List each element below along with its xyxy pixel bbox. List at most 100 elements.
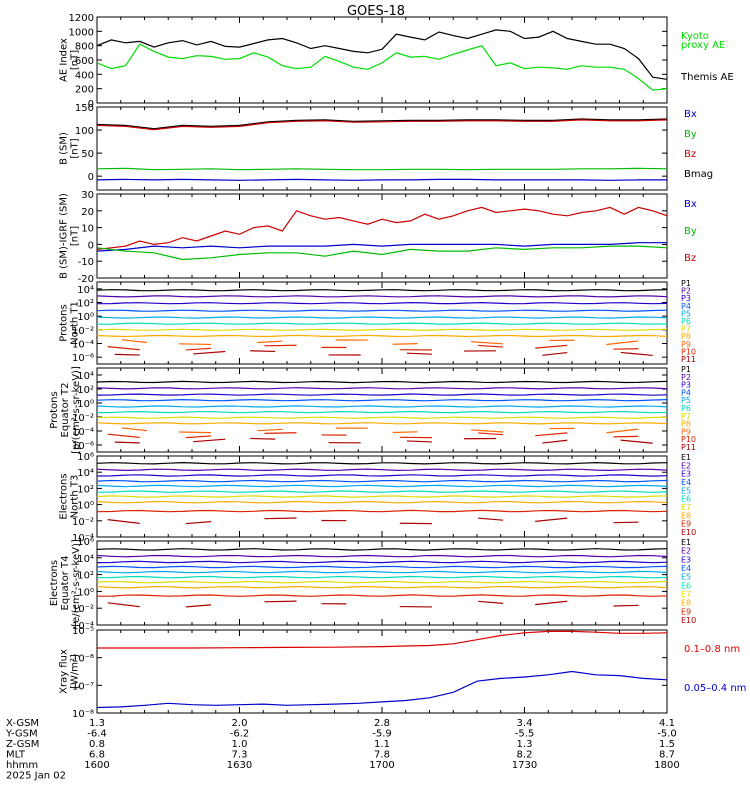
panel-5: 10⁻⁶ 10⁻⁴ 10⁻² 10⁰ 10² 10⁴ Protons Equator T2 [p… (49, 365, 696, 454)
channel-line (97, 309, 667, 312)
channel-segment (264, 600, 297, 603)
series-line (97, 167, 667, 171)
channel-line (97, 575, 667, 579)
legend-entry: E1 (681, 453, 691, 462)
channel-segment (107, 519, 140, 524)
panel-frame (96, 367, 668, 453)
x-row-label: hhmm (6, 760, 38, 771)
y-tick-label: 10⁻⁷ (72, 681, 94, 692)
panel-frame (96, 629, 668, 714)
legend-entry: P11 (681, 355, 696, 364)
y-tick-label: 10⁻² (72, 326, 94, 337)
channel-segment (186, 604, 212, 608)
legend-entry: P3 (681, 294, 691, 303)
legend-entry: P2 (681, 373, 691, 382)
channel-segment (178, 343, 212, 346)
channel-line (97, 295, 667, 298)
legend-entry: Bx (684, 199, 697, 210)
channel-segment (264, 517, 297, 520)
y-tick-label: 10⁻⁶ (72, 441, 94, 452)
channel-line (97, 461, 667, 465)
y-tick-label: 10⁴ (77, 371, 94, 382)
legend-entry: E7 (681, 503, 691, 512)
legend-entry: P8 (681, 420, 691, 429)
channel-line (97, 594, 667, 597)
y-tick-label: 10⁰ (77, 501, 94, 512)
x-tick-label: 1630 (227, 760, 252, 771)
legend-entry: P1 (681, 365, 691, 374)
series-line (97, 242, 667, 252)
y-axis-label: B (SM) (59, 132, 70, 165)
legend-entry: E8 (681, 511, 691, 520)
channel-segment (542, 439, 568, 444)
channel-line (97, 316, 667, 319)
channel-segment (613, 604, 639, 607)
channel-segment (471, 341, 504, 345)
legend-entry: E5 (681, 573, 691, 582)
legend-entry: E2 (681, 547, 691, 556)
y-axis-label: [e/(cm²-s-sr-keV)] (71, 539, 82, 627)
channel-segment (264, 344, 297, 347)
legend-entry: Bz (684, 253, 696, 264)
channel-line (97, 289, 667, 292)
channel-line (97, 405, 667, 408)
legend-entry: P7 (681, 325, 691, 334)
legend-entry: Bmag (684, 169, 713, 180)
channel-line (97, 422, 667, 425)
plot-area (97, 630, 667, 709)
y-tick-label: 150 (75, 103, 94, 114)
legend-entry: E8 (681, 599, 691, 608)
channel-line (97, 484, 667, 488)
legend-entry: Bx (684, 109, 697, 120)
y-tick-label: 30 (81, 190, 94, 201)
legend-entry: Themis AE (680, 72, 734, 83)
channel-segment (107, 602, 140, 608)
panel-1: 0 200 400 600 800 1000 1200 AE Index [nT] Kyotopr… (59, 13, 734, 110)
legend-entry: By (684, 129, 697, 140)
legend-entry: P5 (681, 396, 691, 405)
y-tick-label: 0 (88, 172, 94, 183)
channel-segment (121, 339, 147, 344)
legend-entry: E2 (681, 461, 691, 470)
channel-segment (613, 435, 639, 438)
channel-segment (606, 340, 639, 346)
channel-segment (535, 344, 568, 349)
series-line (97, 43, 667, 91)
y-tick-label: 20 (81, 207, 94, 218)
x-tick-label: 1.3 (89, 718, 105, 729)
x-tick-label: 1.5 (659, 739, 675, 750)
y-tick-label: 10⁰ (77, 399, 94, 410)
y-tick-label: 400 (75, 70, 94, 81)
channel-line (97, 560, 667, 564)
channel-segment (620, 439, 653, 444)
y-axis-label: [p/(cm²-s-sr-keV)] (71, 366, 82, 454)
y-axis-label: North T1 (70, 301, 81, 345)
x-tick-label: 4.1 (659, 718, 675, 729)
legend-entry: E4 (681, 478, 691, 487)
plot-area (97, 461, 667, 525)
x-tick-label: -5.9 (372, 729, 392, 740)
x-tick-label: -6.2 (230, 729, 250, 740)
y-tick-label: 10⁴ (77, 285, 94, 296)
series-line (97, 206, 667, 250)
y-tick-label: 10⁻² (72, 604, 94, 615)
legend-entry: P9 (681, 427, 691, 436)
y-tick-label: 10² (77, 571, 94, 582)
panel-frame (96, 540, 668, 626)
channel-segment (178, 431, 212, 434)
series-line (97, 630, 667, 649)
plot-area (97, 29, 667, 91)
legend-entry: By (684, 226, 697, 237)
y-tick-label: 10⁻⁴ (72, 533, 94, 544)
channel-line (97, 393, 667, 396)
y-tick-label: 10⁻⁴ (72, 427, 94, 438)
plot-area (97, 206, 667, 261)
plot-title: GOES-18 (347, 4, 405, 19)
channel-segment (535, 432, 568, 437)
y-axis-label: Protons (59, 304, 70, 341)
x-tick-label: 8.2 (517, 750, 533, 761)
y-tick-label: 10⁶ (77, 537, 94, 548)
y-tick-label: 10⁴ (77, 554, 94, 565)
channel-line (97, 565, 667, 569)
